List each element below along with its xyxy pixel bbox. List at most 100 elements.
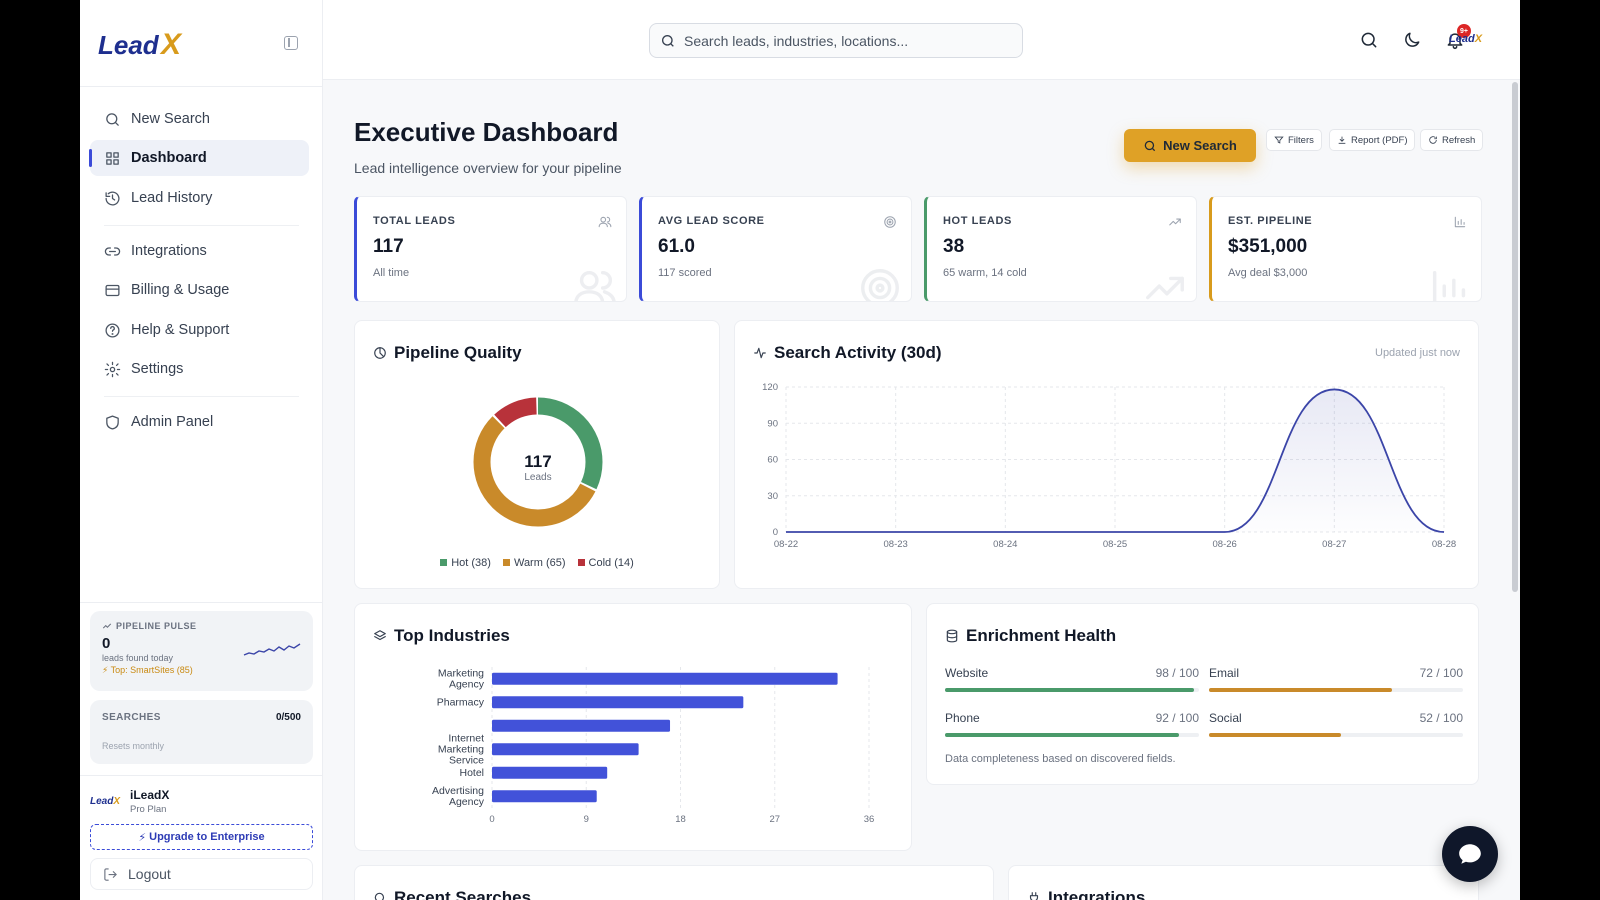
card-title: Integrations [1027, 888, 1145, 900]
top-industries-card: Top Industries 0 9 18 27 36 Marketing Agency Ph… [354, 603, 912, 851]
legend-hot: Hot (38) [440, 557, 491, 569]
donut-slice-hot[interactable] [473, 397, 603, 527]
chat-button[interactable] [1442, 826, 1498, 882]
y-tick-label: 90 [767, 418, 778, 429]
moon-icon[interactable] [1402, 30, 1422, 50]
metric-email: Email 72 / 100 [1209, 666, 1463, 692]
searches-label: SEARCHES [102, 712, 161, 723]
app-window: Lead X New Search Dashboard Lead History… [80, 0, 1520, 900]
filters-button[interactable]: Filters [1266, 129, 1322, 151]
layers-icon [374, 630, 386, 641]
sidebar-item-label: New Search [131, 111, 210, 127]
kpi-value: 38 [943, 236, 965, 257]
sidebar-item-settings[interactable]: Settings [90, 351, 309, 387]
svg-text:Lead: Lead [98, 30, 160, 60]
industry-bar[interactable] [492, 790, 597, 803]
sidebar-divider [80, 775, 323, 776]
account-logo[interactable]: LeadX [1449, 33, 1483, 45]
progress-bar [945, 733, 1199, 737]
bell-icon[interactable]: 9+ [1445, 24, 1471, 50]
new-search-button[interactable]: New Search [1124, 129, 1256, 162]
search-activity-chart: 0 30 60 90 120 08-22 08-23 08-24 08-25 08-26 08-27… [762, 382, 1456, 550]
metric-phone: Phone 92 / 100 [945, 711, 1199, 737]
x-tick-label: 08-24 [993, 539, 1017, 550]
history-icon [105, 191, 120, 206]
sidebar: Lead X New Search Dashboard Lead History… [80, 0, 323, 900]
kpi-sub: 65 warm, 14 cold [943, 267, 1027, 279]
industry-bar[interactable] [492, 719, 671, 732]
sidebar-item-lead-history[interactable]: Lead History [90, 180, 309, 216]
card-title: Pipeline Quality [373, 343, 522, 363]
sidebar-item-label: Settings [131, 361, 184, 377]
sidebar-item-label: Billing & Usage [131, 282, 230, 298]
sidebar-divider [80, 602, 323, 603]
card-title: Enrichment Health [945, 626, 1116, 646]
card-title: Recent Searches [373, 888, 531, 900]
y-tick-label: 120 [762, 382, 778, 393]
search-input[interactable] [684, 32, 1004, 49]
progress-bar [1209, 688, 1463, 692]
donut-center-label: Leads [524, 472, 551, 483]
page-title: Executive Dashboard [354, 117, 619, 147]
sidebar-item-new-search[interactable]: New Search [90, 101, 309, 137]
metric-website: Website 98 / 100 [945, 666, 1199, 692]
progress-bar [945, 688, 1199, 692]
sidebar-item-integrations[interactable]: Integrations [90, 233, 309, 269]
leadx-logo[interactable]: Lead X [98, 24, 198, 64]
user-name: iLeadX [130, 787, 170, 802]
kpi-label: EST. PIPELINE [1228, 215, 1313, 227]
donut-slice-warm[interactable] [473, 397, 603, 527]
report-pdf-button[interactable]: Report (PDF) [1329, 129, 1416, 151]
sidebar-item-help[interactable]: Help & Support [90, 312, 309, 348]
sidebar-divider [104, 396, 299, 397]
sidebar-divider [104, 225, 299, 226]
users-icon [598, 215, 612, 229]
industry-bar[interactable] [492, 766, 608, 779]
kpi-hot-leads: HOT LEADS 38 65 warm, 14 cold [924, 196, 1197, 302]
upgrade-button[interactable]: ⚡ Upgrade to Enterprise [90, 824, 313, 850]
search-icon [1144, 140, 1156, 151]
svg-text:X: X [159, 28, 183, 61]
kpi-sub: 117 scored [658, 267, 712, 279]
collapse-sidebar-icon[interactable] [284, 36, 298, 50]
refresh-button[interactable]: Refresh [1420, 129, 1484, 151]
scrollbar[interactable] [1512, 82, 1518, 592]
sidebar-item-billing[interactable]: Billing & Usage [90, 272, 309, 308]
kpi-est-pipeline: EST. PIPELINE $351,000 Avg deal $3,000 [1209, 196, 1482, 302]
pulse-title: PIPELINE PULSE [102, 621, 301, 631]
card-icon [105, 284, 120, 296]
bar-chart-icon [1453, 215, 1467, 229]
x-tick-label: 08-25 [1103, 539, 1127, 550]
industry-bar[interactable] [492, 696, 744, 709]
user-profile[interactable]: LeadX iLeadX Pro Plan [90, 785, 313, 817]
search-icon [374, 892, 385, 900]
pipeline-quality-card: Pipeline Quality 117 Leads Hot (38) Warm… [354, 320, 720, 589]
legend-cold: Cold (14) [577, 557, 634, 569]
main-content: Executive Dashboard Lead intelligence ov… [323, 80, 1520, 900]
x-tick-label: 08-27 [1322, 539, 1346, 550]
page-subtitle: Lead intelligence overview for your pipe… [354, 160, 622, 176]
pie-icon [374, 347, 386, 359]
global-search[interactable] [649, 23, 1023, 58]
pipeline-donut-chart: 117 Leads [473, 397, 603, 527]
searches-sub: Resets monthly [102, 741, 165, 751]
sidebar-divider [80, 86, 323, 87]
metric-social: Social 52 / 100 [1209, 711, 1463, 737]
kpi-label: TOTAL LEADS [373, 215, 456, 227]
pipeline-pulse-card: PIPELINE PULSE 0 leads found today ⚡ Top… [90, 611, 313, 691]
industry-bar[interactable] [492, 743, 639, 756]
plug-icon [1029, 892, 1039, 900]
integrations-card: Integrations [1008, 865, 1479, 900]
logout-button[interactable]: Logout [90, 858, 313, 890]
category-label: Advertising [432, 785, 484, 797]
sidebar-item-dashboard[interactable]: Dashboard [89, 140, 309, 176]
logout-icon [104, 867, 117, 881]
search-icon[interactable] [1359, 30, 1379, 50]
kpi-sub: All time [373, 267, 410, 279]
chat-icon [1459, 844, 1481, 864]
sidebar-item-label: Admin Panel [131, 414, 214, 430]
series-line [786, 388, 1445, 533]
industry-bar[interactable] [492, 672, 838, 685]
pulse-sparkline [243, 643, 301, 656]
sidebar-item-admin[interactable]: Admin Panel [90, 404, 309, 440]
